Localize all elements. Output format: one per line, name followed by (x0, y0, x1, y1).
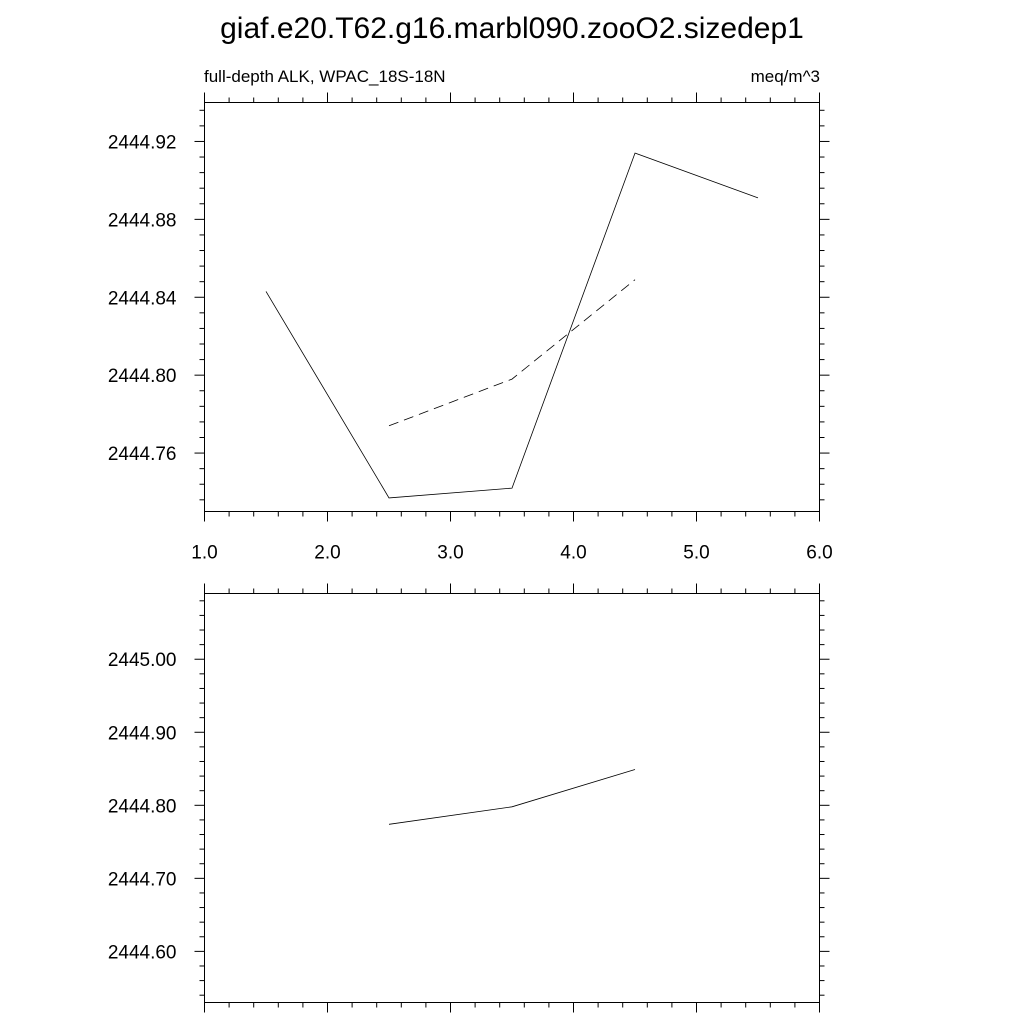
top-y-tick-label: 2444.80 (108, 366, 177, 387)
top-x-tick-label: 4.0 (560, 543, 586, 564)
bottom-y-tick-label: 2445.00 (108, 650, 177, 671)
top-panel-subtitle-left: full-depth ALK, WPAC_18S-18N (204, 67, 446, 86)
top-series-solid-line (265, 152, 759, 499)
top-series-dashed-line (388, 279, 636, 427)
bottom-series-solid-line (388, 769, 636, 825)
top-y-tick-label: 2444.92 (108, 132, 177, 153)
top-panel-frame (204, 102, 820, 512)
bottom-panel: 2444.60 2444.70 2444.80 2444.90 2445.00 (108, 583, 830, 1013)
top-panel: full-depth ALK, WPAC_18S-18N meq/m^3 1.0… (108, 67, 833, 564)
top-panel-units: meq/m^3 (751, 67, 820, 86)
top-y-tick-label: 2444.84 (108, 288, 177, 309)
top-x-tick-label: 3.0 (437, 543, 463, 564)
top-y-tick-label: 2444.88 (108, 210, 177, 231)
top-x-tick-label: 1.0 (191, 543, 217, 564)
bottom-y-tick-label: 2444.90 (108, 723, 177, 744)
bottom-y-tick-label: 2444.80 (108, 796, 177, 817)
chart-title: giaf.e20.T62.g16.marbl090.zooO2.sizedep1 (220, 12, 804, 45)
top-x-tick-label: 5.0 (683, 543, 709, 564)
bottom-panel-frame (204, 593, 820, 1003)
bottom-y-tick-label: 2444.60 (108, 942, 177, 963)
top-x-tick-label: 2.0 (314, 543, 340, 564)
top-x-tick-label: 6.0 (806, 543, 832, 564)
top-y-tick-label: 2444.76 (108, 444, 177, 465)
bottom-y-tick-label: 2444.70 (108, 869, 177, 890)
